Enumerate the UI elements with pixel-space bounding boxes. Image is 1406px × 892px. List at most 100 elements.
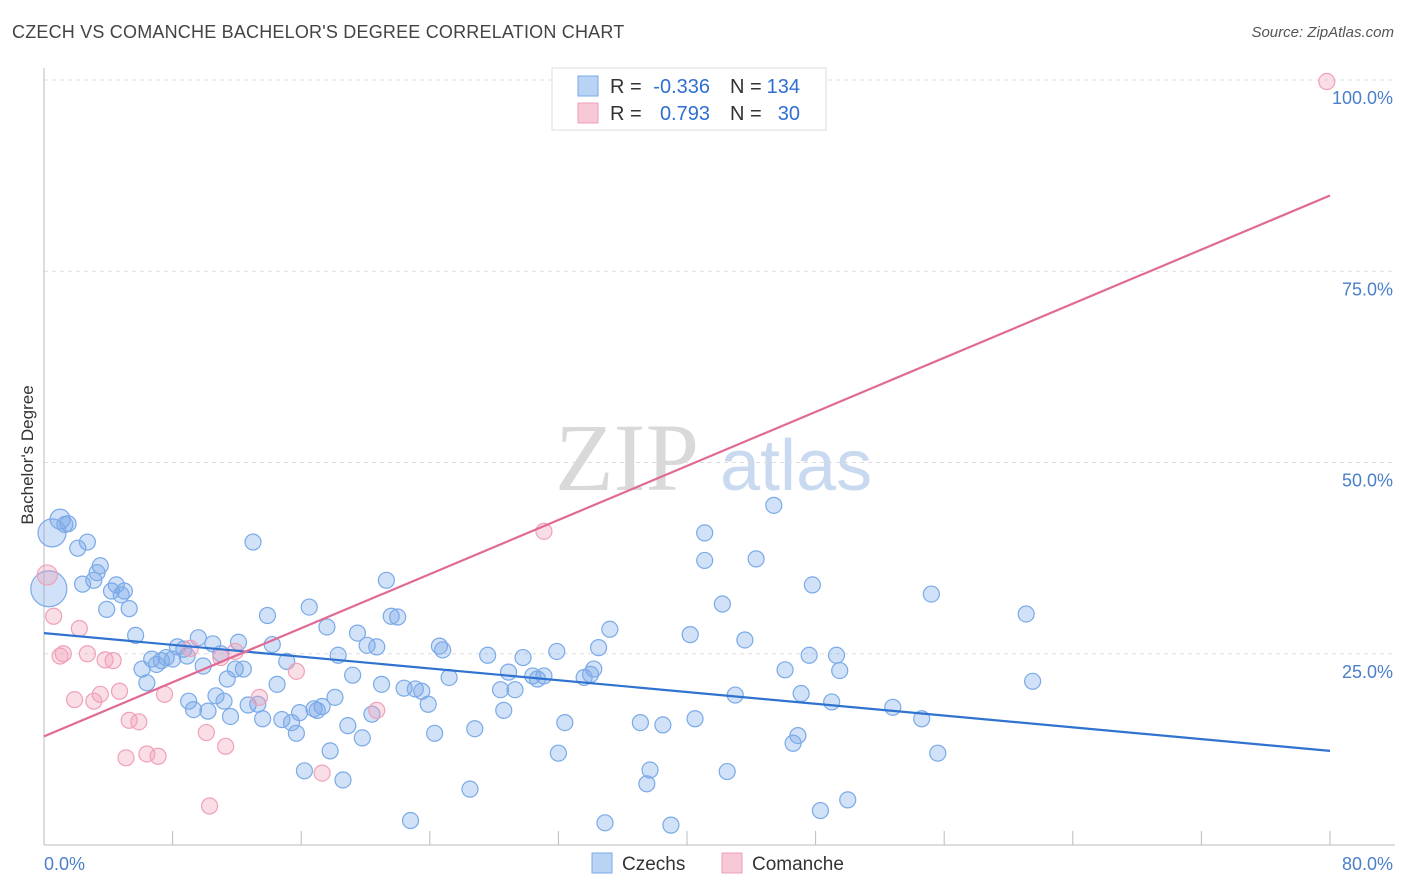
- czech-point: [138, 674, 156, 692]
- czech-point: [440, 668, 458, 687]
- czech-point: [506, 681, 524, 699]
- legend-n-value: 134: [767, 76, 800, 98]
- czech-point: [69, 539, 87, 557]
- czech-point: [115, 582, 133, 600]
- legend-swatch-czechs: [591, 852, 613, 874]
- comanche-point: [65, 691, 84, 709]
- czech-point: [199, 702, 217, 720]
- czech-point: [601, 620, 619, 638]
- czech-point: [287, 724, 305, 742]
- czech-point: [800, 646, 818, 664]
- czech-point: [334, 771, 352, 789]
- comanche-point: [149, 747, 167, 765]
- czech-point: [823, 693, 841, 711]
- y-tick-label: 50.0%: [1342, 471, 1393, 491]
- comanche-point: [250, 688, 269, 706]
- legend-r-label: R =: [610, 76, 642, 98]
- czech-point: [344, 666, 362, 684]
- czech-point: [681, 626, 699, 644]
- watermark-zip: ZIP: [555, 404, 699, 511]
- y-tick-label: 100.0%: [1332, 88, 1393, 108]
- czech-point: [419, 695, 437, 713]
- czech-point: [254, 710, 272, 728]
- czech-point: [696, 524, 714, 542]
- czech-point: [641, 761, 659, 779]
- comanche-point: [104, 652, 122, 670]
- czech-point: [686, 710, 704, 728]
- czech-point: [313, 697, 331, 716]
- czech-point: [776, 661, 794, 679]
- czech-point: [792, 684, 810, 703]
- czech-point: [596, 814, 614, 832]
- czech-point: [295, 762, 314, 780]
- czech-point: [127, 626, 145, 644]
- czech-point: [221, 707, 240, 726]
- czech-point: [318, 618, 336, 636]
- comanche-point: [368, 701, 386, 719]
- czech-point: [268, 675, 286, 693]
- czech-point: [300, 598, 318, 616]
- comanche-point: [78, 645, 97, 663]
- watermark-atlas: atlas: [720, 426, 872, 506]
- czech-point: [1024, 672, 1042, 690]
- czech-point: [831, 661, 849, 680]
- comanche-point: [197, 723, 215, 742]
- legend-n-label: N =: [730, 103, 762, 125]
- comanche-point: [313, 764, 331, 782]
- chart-source: Source: ZipAtlas.com: [1251, 24, 1394, 41]
- comanche-point: [91, 685, 109, 703]
- comanche-point: [110, 682, 129, 700]
- czech-point: [258, 606, 277, 625]
- czech-point: [215, 692, 233, 710]
- czech-point: [479, 646, 497, 664]
- y-tick-label: 75.0%: [1342, 279, 1393, 299]
- comanche-point: [70, 619, 88, 638]
- x-tick-label: 80.0%: [1342, 854, 1393, 874]
- trend-lines: [43, 194, 1331, 753]
- grid: [44, 79, 1395, 655]
- czech-point: [922, 585, 940, 603]
- czech-point: [353, 729, 371, 747]
- czech-point: [372, 675, 391, 693]
- czech-point: [290, 704, 309, 722]
- comanche-point: [54, 645, 72, 663]
- comanche-point: [36, 564, 58, 586]
- czech-trend-line: [43, 631, 1331, 753]
- y-axis-title: Bachelor's Degree: [18, 385, 37, 524]
- czech-point: [1017, 605, 1035, 623]
- comanche-point: [117, 749, 135, 767]
- czech-point: [321, 742, 339, 760]
- czech-point: [234, 660, 252, 678]
- czech-point: [736, 631, 754, 649]
- czech-point: [556, 713, 574, 732]
- czech-point: [91, 557, 109, 575]
- legend-label-comanche: Comanche: [752, 854, 844, 875]
- czech-point: [839, 791, 857, 809]
- x-tick-label: 0.0%: [44, 854, 85, 874]
- legend-r-value: 0.793: [660, 103, 710, 125]
- comanche-point: [45, 607, 63, 625]
- legend-r-label: R =: [610, 103, 642, 125]
- czech-point: [585, 660, 603, 678]
- czech-point: [434, 641, 452, 659]
- legend-box: R = -0.336 N = 134 R = 0.793 N = 30: [551, 67, 827, 131]
- czech-point: [811, 801, 830, 820]
- y-tick-labels: 25.0% 50.0% 75.0% 100.0%: [1332, 88, 1393, 682]
- czech-point: [803, 576, 821, 594]
- czech-point: [548, 642, 566, 661]
- czech-point: [389, 608, 407, 626]
- comanche-point: [85, 692, 103, 710]
- czech-point: [180, 692, 198, 710]
- watermark: ZIP atlas: [555, 404, 872, 511]
- legend-r-value: -0.336: [653, 76, 710, 98]
- axes: [43, 68, 1395, 846]
- czech-point: [466, 720, 484, 738]
- legend-label-czechs: Czechs: [622, 854, 685, 875]
- czech-point: [98, 600, 116, 618]
- legend-swatch-czechs: [577, 75, 599, 97]
- czech-point: [747, 550, 765, 568]
- comanche-point: [181, 639, 199, 657]
- czech-point: [157, 648, 175, 667]
- legend-bottom: Czechs Comanche: [591, 852, 844, 875]
- czech-point: [273, 710, 291, 729]
